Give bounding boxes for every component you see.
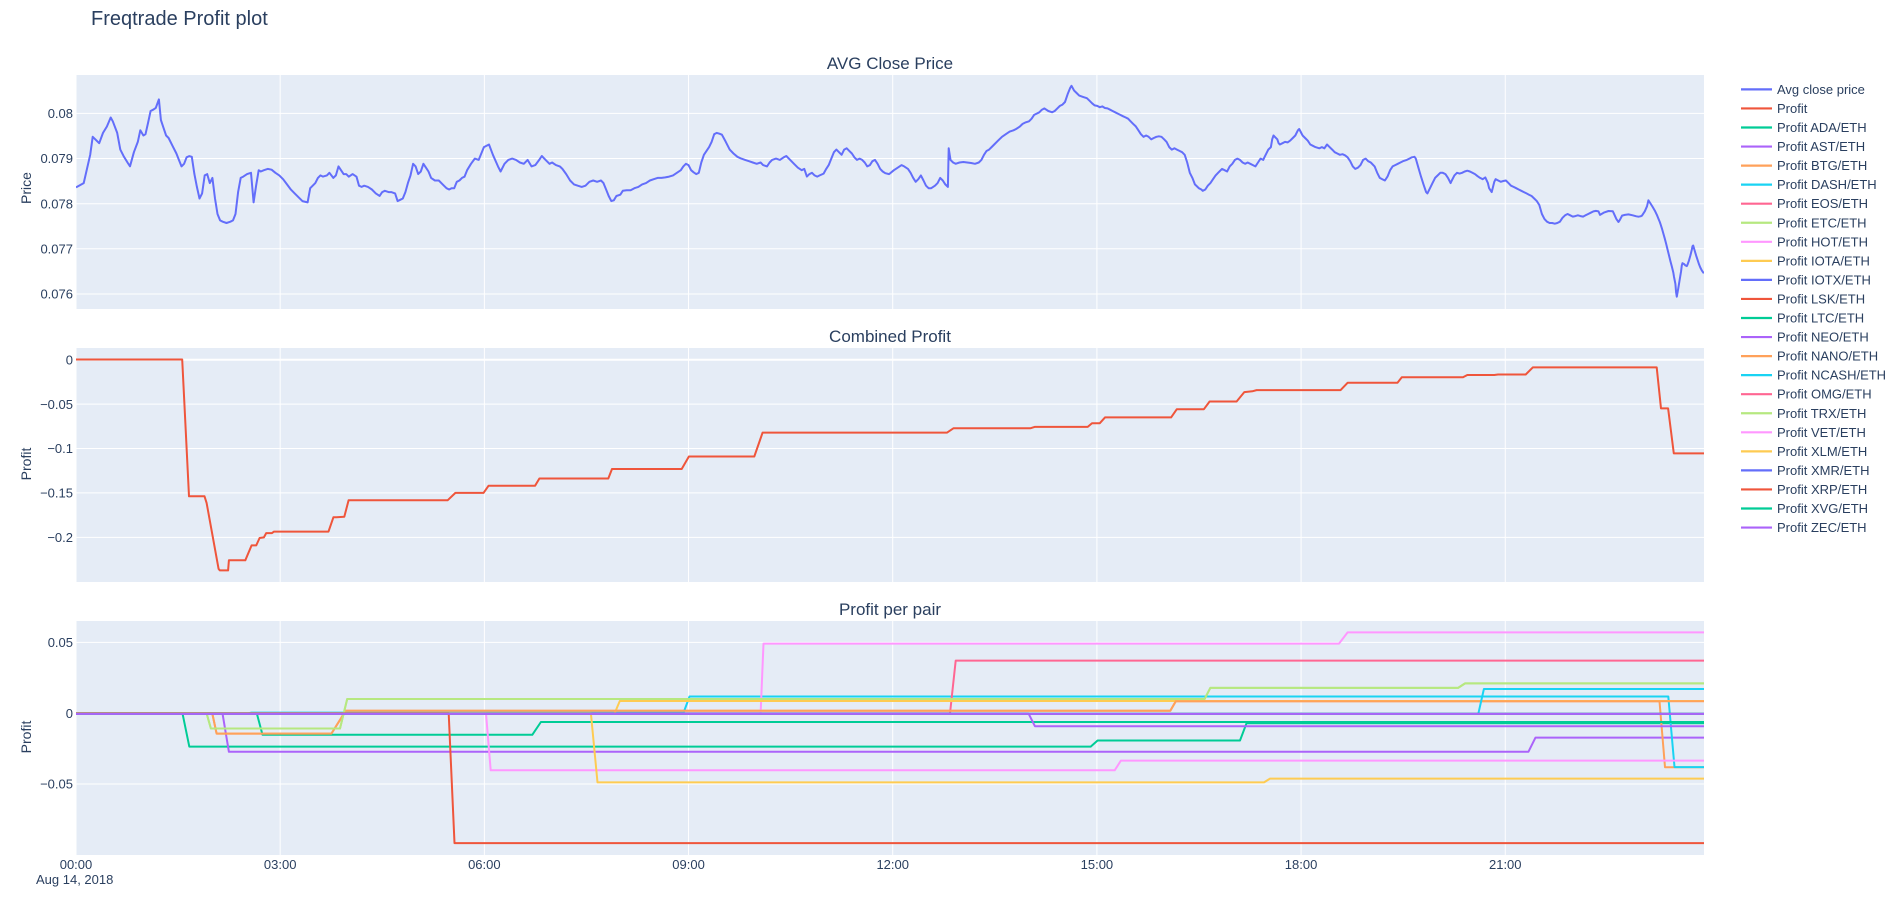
svg-text:−0.05: −0.05 xyxy=(40,777,73,792)
svg-text:Profit: Profit xyxy=(18,448,34,481)
svg-text:0.077: 0.077 xyxy=(40,242,73,257)
svg-text:Profit XMR/ETH: Profit XMR/ETH xyxy=(1777,463,1869,478)
svg-text:Profit NANO/ETH: Profit NANO/ETH xyxy=(1777,349,1878,364)
svg-text:Avg close price: Avg close price xyxy=(1777,82,1865,97)
svg-text:Profit TRX/ETH: Profit TRX/ETH xyxy=(1777,406,1866,421)
svg-text:0.078: 0.078 xyxy=(40,196,73,211)
svg-text:0.05: 0.05 xyxy=(48,635,73,650)
svg-text:Freqtrade Profit plot: Freqtrade Profit plot xyxy=(91,8,268,30)
svg-text:Profit OMG/ETH: Profit OMG/ETH xyxy=(1777,387,1872,402)
svg-text:Profit NEO/ETH: Profit NEO/ETH xyxy=(1777,330,1869,345)
svg-text:Profit VET/ETH: Profit VET/ETH xyxy=(1777,425,1866,440)
svg-text:−0.2: −0.2 xyxy=(47,530,73,545)
svg-text:Profit NCASH/ETH: Profit NCASH/ETH xyxy=(1777,368,1886,383)
svg-text:Profit ETC/ETH: Profit ETC/ETH xyxy=(1777,215,1867,230)
svg-text:Aug 14, 2018: Aug 14, 2018 xyxy=(36,872,113,887)
svg-text:12:00: 12:00 xyxy=(876,857,909,872)
svg-text:Profit AST/ETH: Profit AST/ETH xyxy=(1777,139,1865,154)
svg-text:Profit LTC/ETH: Profit LTC/ETH xyxy=(1777,311,1864,326)
svg-text:Profit EOS/ETH: Profit EOS/ETH xyxy=(1777,196,1868,211)
svg-text:Profit IOTA/ETH: Profit IOTA/ETH xyxy=(1777,253,1870,268)
svg-text:−0.1: −0.1 xyxy=(47,441,73,456)
svg-text:0: 0 xyxy=(66,352,73,367)
svg-text:−0.15: −0.15 xyxy=(40,486,73,501)
svg-text:Profit: Profit xyxy=(1777,101,1808,116)
svg-text:06:00: 06:00 xyxy=(468,857,501,872)
svg-text:21:00: 21:00 xyxy=(1489,857,1522,872)
svg-text:Profit LSK/ETH: Profit LSK/ETH xyxy=(1777,291,1865,306)
svg-text:Profit ZEC/ETH: Profit ZEC/ETH xyxy=(1777,520,1867,535)
svg-text:Profit DASH/ETH: Profit DASH/ETH xyxy=(1777,177,1877,192)
svg-text:Profit BTG/ETH: Profit BTG/ETH xyxy=(1777,158,1867,173)
svg-text:Profit XRP/ETH: Profit XRP/ETH xyxy=(1777,482,1867,497)
svg-text:Combined Profit: Combined Profit xyxy=(829,327,951,346)
svg-text:Profit: Profit xyxy=(18,721,34,754)
svg-text:00:00: 00:00 xyxy=(60,857,93,872)
svg-text:AVG Close Price: AVG Close Price xyxy=(827,54,953,73)
svg-text:Profit per pair: Profit per pair xyxy=(839,600,941,619)
svg-text:Profit ADA/ETH: Profit ADA/ETH xyxy=(1777,120,1867,135)
svg-text:09:00: 09:00 xyxy=(672,857,705,872)
svg-text:Profit XLM/ETH: Profit XLM/ETH xyxy=(1777,444,1867,459)
svg-text:18:00: 18:00 xyxy=(1285,857,1318,872)
svg-text:03:00: 03:00 xyxy=(264,857,297,872)
svg-text:Profit IOTX/ETH: Profit IOTX/ETH xyxy=(1777,272,1871,287)
svg-text:15:00: 15:00 xyxy=(1081,857,1114,872)
svg-text:0.08: 0.08 xyxy=(48,106,73,121)
svg-text:Price: Price xyxy=(18,172,34,204)
svg-text:Profit XVG/ETH: Profit XVG/ETH xyxy=(1777,501,1868,516)
svg-text:0.079: 0.079 xyxy=(40,151,73,166)
svg-text:0.076: 0.076 xyxy=(40,287,73,302)
svg-text:0: 0 xyxy=(66,706,73,721)
svg-text:Profit HOT/ETH: Profit HOT/ETH xyxy=(1777,234,1868,249)
svg-text:−0.05: −0.05 xyxy=(40,397,73,412)
